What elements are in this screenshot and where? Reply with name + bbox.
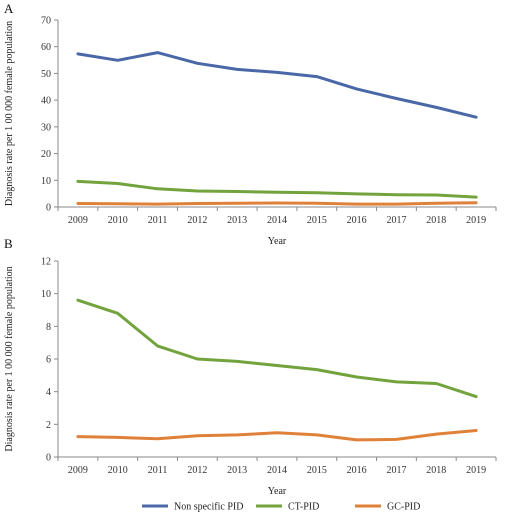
x-tick-label: 2016 bbox=[347, 465, 367, 476]
y-tick-label: 70 bbox=[41, 16, 51, 27]
x-tick-label: 2018 bbox=[426, 465, 446, 476]
y-tick-label: 0 bbox=[46, 203, 51, 214]
y-tick-label: 60 bbox=[41, 42, 51, 53]
y-tick-label: 4 bbox=[46, 387, 51, 398]
x-tick-label: 2011 bbox=[148, 465, 168, 476]
panel-a-chart: A 0 10 20 30 40 50 60 70 2009 2010 2011 2012 2013 2014… bbox=[4, 1, 497, 247]
x-tick-label: 2009 bbox=[68, 215, 88, 226]
x-tick-label: 2014 bbox=[267, 465, 287, 476]
x-tick-label: 2012 bbox=[187, 215, 207, 226]
x-tick-label: 2010 bbox=[108, 215, 128, 226]
panel-b-chart: B 0 2 4 6 8 10 12 2009 2010 2011 2012 2013 2014 2015 20… bbox=[4, 236, 497, 497]
y-tick-label: 10 bbox=[41, 176, 51, 187]
y-tick-label: 6 bbox=[46, 355, 51, 366]
x-tick-label: 2011 bbox=[148, 215, 168, 226]
y-tick-label: 12 bbox=[41, 257, 51, 268]
x-axis-title: Year bbox=[268, 236, 287, 247]
x-tick-label: 2018 bbox=[426, 215, 446, 226]
legend: Non specific PID CT-PID GC-PID bbox=[142, 502, 420, 513]
y-tick-label: 8 bbox=[46, 322, 51, 333]
y-axis-title: Diagnosis rate per 1 00 000 female popul… bbox=[4, 21, 15, 206]
y-tick-label: 20 bbox=[41, 149, 51, 160]
legend-label-ct-pid: CT-PID bbox=[288, 502, 319, 513]
y-axis-title: Diagnosis rate per 1 00 000 female popul… bbox=[4, 266, 15, 451]
x-tick-label: 2013 bbox=[227, 465, 247, 476]
y-tick-label: 0 bbox=[46, 453, 51, 464]
x-tick-label: 2015 bbox=[307, 215, 327, 226]
y-tick-label: 50 bbox=[41, 69, 51, 80]
series-line-ct-pid bbox=[76, 179, 478, 199]
x-tick-label: 2019 bbox=[466, 215, 486, 226]
x-tick-label: 2010 bbox=[108, 465, 128, 476]
x-axis-title: Year bbox=[268, 486, 287, 497]
series-line-gc-pid bbox=[76, 201, 478, 206]
x-tick-label: 2016 bbox=[347, 215, 367, 226]
series-line-gc-pid bbox=[76, 429, 478, 442]
y-tick-label: 30 bbox=[41, 122, 51, 133]
x-tick-label: 2017 bbox=[386, 215, 406, 226]
y-tick-label: 2 bbox=[46, 420, 51, 431]
legend-label-non-specific-pid: Non specific PID bbox=[174, 502, 243, 513]
x-tick-label: 2019 bbox=[466, 465, 486, 476]
series-line-ct-pid bbox=[76, 298, 478, 399]
y-tick-label: 40 bbox=[41, 96, 51, 107]
series-line-non-specific-pid bbox=[76, 51, 478, 119]
legend-label-gc-pid: GC-PID bbox=[387, 502, 420, 513]
x-tick-label: 2009 bbox=[68, 465, 88, 476]
panel-letter: A bbox=[4, 1, 14, 16]
panel-letter: B bbox=[4, 236, 13, 251]
x-tick-label: 2017 bbox=[386, 465, 406, 476]
y-tick-label: 10 bbox=[41, 289, 51, 300]
x-tick-label: 2015 bbox=[307, 465, 327, 476]
x-tick-label: 2012 bbox=[187, 465, 207, 476]
x-tick-label: 2013 bbox=[227, 215, 247, 226]
x-tick-label: 2014 bbox=[267, 215, 287, 226]
